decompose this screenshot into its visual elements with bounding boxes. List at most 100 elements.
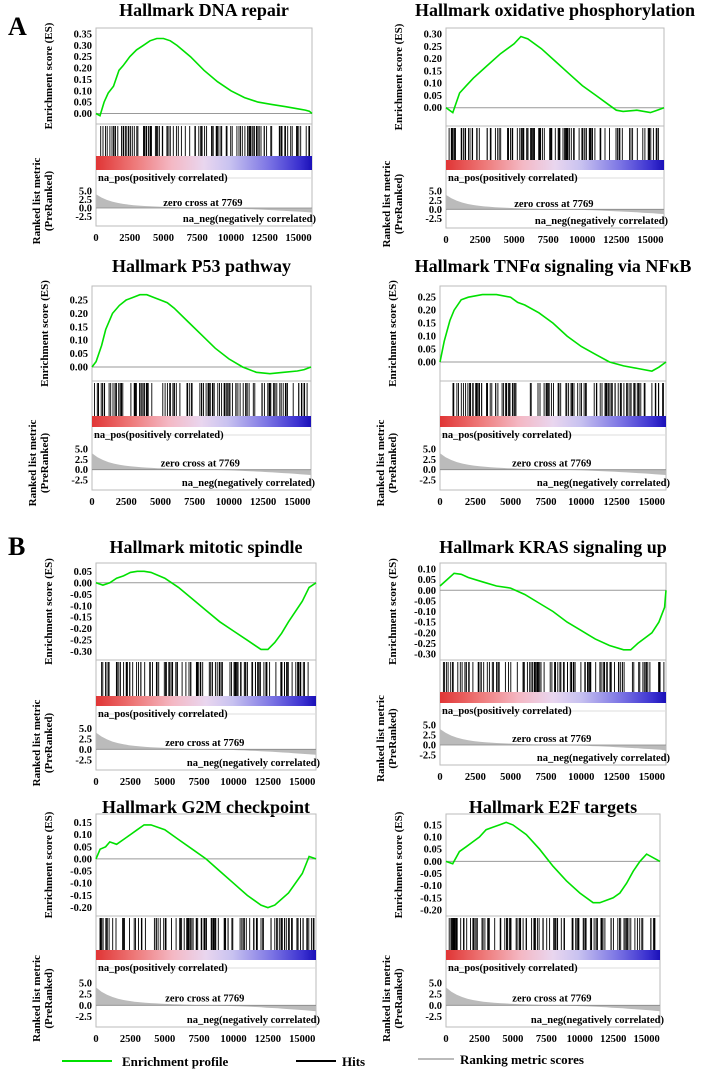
zero-cross-label: zero cross at 7769	[165, 994, 244, 1005]
xtick-label: 10000	[220, 1034, 246, 1045]
es-ytick-label: 0.30	[74, 41, 92, 52]
panels-container: Hallmark DNA repair0.350.300.250.200.150…	[27, 0, 695, 1045]
rank-ytick-label: 2.5	[79, 734, 92, 745]
xtick-label: 5000	[153, 233, 174, 244]
rank-ytick-label: -2.5	[75, 755, 92, 766]
gsea-plot: Hallmark P53 pathway0.250.200.150.100.05…	[27, 256, 315, 508]
legend: Enrichment profile Hits Ranking metric s…	[62, 1052, 584, 1069]
es-curve	[95, 824, 317, 909]
ranking-heatbar	[446, 950, 660, 960]
es-ytick-label: -0.05	[70, 590, 92, 601]
es-axis-label: Enrichment score (ES)	[393, 811, 405, 918]
rank-axis-label-line2: (PreRanked)	[387, 433, 399, 494]
xtick-label: 7500	[538, 235, 559, 246]
positive-label: na_pos(positively correlated)	[448, 173, 578, 184]
es-ytick-label: -0.05	[414, 596, 436, 607]
es-ytick-label: 0.00	[418, 358, 436, 369]
rank-axis-label-line1: Ranked list metric	[31, 158, 43, 245]
xtick-label: 5000	[150, 497, 171, 508]
xtick-label: 15000	[639, 772, 665, 783]
es-curve	[439, 293, 667, 372]
es-axis-label: Enrichment score (ES)	[387, 558, 399, 665]
es-ytick-label: 0.25	[424, 42, 442, 53]
xtick-label: 7500	[184, 497, 205, 508]
rank-ytick-label: 0.0	[79, 204, 92, 215]
rank-ytick-label: -2.5	[419, 475, 436, 486]
es-ytick-label: 0.10	[424, 79, 442, 90]
xtick-label: 0	[93, 233, 98, 244]
legend-profile-label: Enrichment profile	[122, 1054, 229, 1069]
plot-frame	[95, 562, 317, 771]
es-ytick-label: -0.25	[70, 636, 92, 647]
xtick-label: 12500	[252, 233, 278, 244]
ranking-heatbar	[92, 416, 311, 427]
rank-ytick-label: 0.0	[429, 1001, 442, 1012]
es-ytick-label: -0.15	[420, 893, 442, 904]
negative-label: na_neg(negatively correlated)	[535, 216, 669, 227]
rank-axis-label-line2: (PreRanked)	[393, 174, 405, 235]
es-axis-label: Enrichment score (ES)	[387, 280, 399, 387]
es-ytick-label: -0.20	[70, 624, 92, 635]
rank-axis-label-line2: (PreRanked)	[387, 708, 399, 769]
xtick-label: 15000	[639, 497, 665, 508]
plot-frame	[439, 562, 667, 766]
es-ytick-label: -0.10	[70, 601, 92, 612]
rank-ytick-label: -2.5	[419, 751, 436, 762]
negative-label: na_neg(negatively correlated)	[182, 478, 316, 489]
xtick-label: 2500	[465, 772, 486, 783]
es-ytick-label: 0.15	[70, 322, 88, 333]
rank-ytick-label: 0.0	[75, 465, 88, 476]
rank-ytick-label: -2.5	[425, 214, 442, 225]
es-ytick-label: 0.05	[74, 567, 92, 578]
negative-label: na_neg(negatively correlated)	[187, 758, 321, 769]
es-ytick-label: 0.25	[418, 293, 436, 304]
rank-ytick-label: -2.5	[75, 1012, 92, 1023]
negative-label: na_neg(negatively correlated)	[187, 1015, 321, 1026]
plot-title: Hallmark G2M checkpoint	[102, 797, 310, 817]
xtick-label: 7500	[187, 233, 208, 244]
xtick-label: 7500	[535, 497, 556, 508]
es-axis-label: Enrichment score (ES)	[43, 811, 55, 918]
xtick-label: 10000	[220, 777, 246, 788]
rank-ytick-label: 5.0	[79, 724, 92, 735]
xtick-label: 12500	[600, 1034, 626, 1045]
zero-cross-label: zero cross at 7769	[512, 734, 591, 745]
rank-ytick-label: 0.0	[79, 1001, 92, 1012]
rank-axis-label-line1: Ranked list metric	[375, 695, 387, 782]
xtick-label: 0	[89, 497, 94, 508]
es-ytick-label: -0.10	[70, 879, 92, 890]
positive-label: na_pos(positively correlated)	[442, 706, 572, 717]
rank-ytick-label: 0.0	[423, 465, 436, 476]
es-ytick-label: 0.25	[70, 296, 88, 307]
es-ytick-label: -0.30	[70, 647, 92, 658]
zero-cross-label: zero cross at 7769	[165, 738, 244, 749]
xtick-label: 5000	[154, 1034, 175, 1045]
xtick-label: 0	[443, 1034, 448, 1045]
plot-frame	[95, 27, 313, 227]
rank-axis-label-line1: Ranked list metric	[31, 955, 43, 1042]
plot-frame	[95, 813, 317, 1028]
zero-cross-label: zero cross at 7769	[512, 994, 591, 1005]
ranking-heatbar	[96, 950, 316, 960]
es-ytick-label: -0.20	[420, 906, 442, 917]
positive-label: na_pos(positively correlated)	[98, 963, 228, 974]
xtick-label: 2500	[120, 1034, 141, 1045]
es-ytick-label: -0.15	[414, 618, 436, 629]
rank-ytick-label: 5.0	[79, 186, 92, 197]
legend-hits-label: Hits	[342, 1054, 365, 1069]
xtick-label: 15000	[289, 1034, 315, 1045]
rank-ytick-label: 5.0	[79, 978, 92, 989]
xtick-label: 2500	[116, 497, 137, 508]
es-curve	[439, 572, 667, 651]
xtick-label: 7500	[536, 1034, 557, 1045]
negative-label: na_neg(negatively correlated)	[537, 753, 671, 764]
es-curve	[445, 821, 661, 904]
positive-label: na_pos(positively correlated)	[94, 430, 224, 441]
es-ytick-label: 0.10	[74, 830, 92, 841]
es-ytick-label: 0.05	[424, 91, 442, 102]
xtick-label: 12500	[255, 1034, 281, 1045]
zero-cross-label: zero cross at 7769	[161, 459, 240, 470]
es-ytick-label: -0.20	[414, 628, 436, 639]
rank-ytick-label: 0.0	[79, 745, 92, 756]
positive-label: na_pos(positively correlated)	[442, 430, 572, 441]
